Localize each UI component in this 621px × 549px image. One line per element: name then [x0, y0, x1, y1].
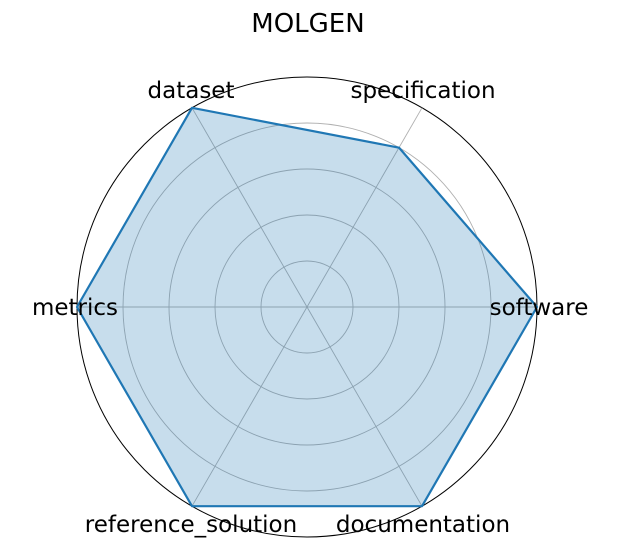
axis-label-dataset: dataset [148, 78, 235, 104]
data-marks [75, 106, 539, 508]
axis-label-reference_solution: reference_solution [85, 512, 297, 538]
spoke-documentation [306, 306, 423, 507]
axis-label-software: software [490, 295, 589, 321]
spoke-specification [306, 107, 423, 308]
axis-label-specification: specification [350, 78, 495, 104]
axis-label-documentation: documentation [336, 512, 510, 538]
axis-labels: software specification dataset metrics refer… [32, 78, 588, 538]
axis-label-metrics: metrics [32, 295, 118, 321]
series-fill [77, 107, 537, 507]
spoke-reference_solution [191, 306, 308, 507]
chart-title: MOLGEN [251, 9, 364, 39]
spoke-dataset [191, 107, 308, 308]
